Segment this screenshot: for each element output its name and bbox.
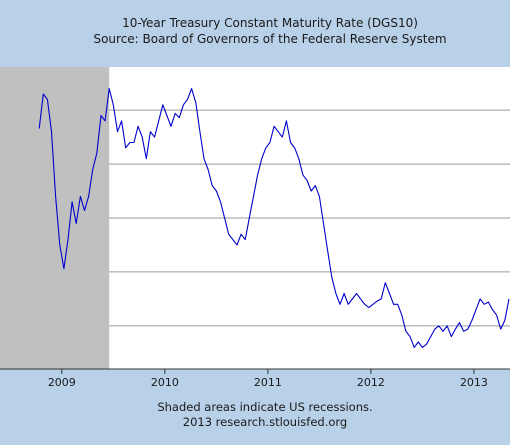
recession-layer: [0, 67, 110, 369]
x-tick-label: 2009: [48, 376, 76, 389]
x-axis-ticks: 2009 2010 2011 2012 2013: [48, 369, 488, 389]
chart-subtitle: Source: Board of Governors of the Federa…: [93, 32, 446, 46]
x-tick-label: 2010: [151, 376, 179, 389]
grid-layer: [109, 109, 510, 327]
series-line: [38, 88, 510, 348]
recession-shading: [0, 67, 110, 369]
x-tick-label: 2013: [460, 376, 488, 389]
x-tick-label: 2012: [357, 376, 385, 389]
x-tick-label: 2011: [254, 376, 282, 389]
chart-title: 10-Year Treasury Constant Maturity Rate …: [122, 16, 418, 30]
series-layer: [38, 88, 510, 348]
recession-note: Shaded areas indicate US recessions.: [157, 400, 372, 414]
source-credit: 2013 research.stlouisfed.org: [183, 415, 347, 429]
